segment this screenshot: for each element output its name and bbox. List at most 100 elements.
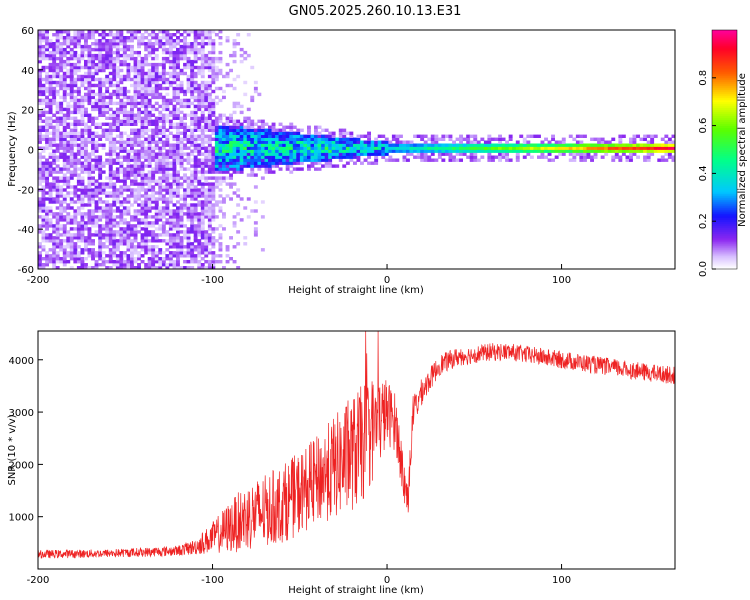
heatmap-cell	[94, 98, 99, 103]
heatmap-cell	[108, 146, 113, 150]
heatmap-cell	[222, 266, 226, 270]
colorbar-gradient	[712, 30, 737, 270]
heatmap-cell	[115, 39, 120, 43]
heatmap-cell	[66, 182, 71, 186]
heatmap-cell	[38, 83, 42, 88]
heatmap-cell	[108, 98, 113, 103]
heatmap-cell	[73, 233, 78, 237]
heatmap-cell	[643, 143, 647, 147]
heatmap-cell	[147, 152, 152, 156]
heatmap-cell	[115, 42, 120, 46]
heatmap-cell	[551, 158, 555, 162]
heatmap-cell	[232, 119, 237, 123]
heatmap-cell	[112, 185, 117, 189]
heatmap-cell	[430, 137, 435, 141]
heatmap-cell	[222, 113, 226, 117]
heatmap-cell	[618, 158, 623, 162]
heatmap-cell	[179, 143, 184, 147]
heatmap-cell	[469, 134, 474, 138]
heatmap-cell	[176, 200, 180, 204]
heatmap-cell	[98, 251, 103, 255]
heatmap-cell	[211, 185, 216, 189]
heatmap-cell	[183, 116, 187, 120]
heatmap-cell	[45, 56, 49, 61]
heatmap-cell	[151, 119, 156, 123]
heatmap-cell	[544, 143, 548, 147]
heatmap-cell	[108, 173, 113, 177]
heatmap-cell	[214, 128, 219, 132]
heatmap-cell	[59, 200, 64, 204]
heatmap-cell	[38, 215, 42, 219]
heatmap-cell	[636, 134, 640, 138]
heatmap-cell	[108, 62, 113, 67]
colorbar-step	[712, 179, 737, 182]
heatmap-cell	[108, 194, 113, 198]
heatmap-cell	[55, 110, 60, 115]
heatmap-cell	[62, 155, 67, 159]
heatmap-cell	[66, 131, 71, 135]
heatmap-cell	[200, 131, 205, 135]
heatmap-cell	[122, 36, 127, 40]
heatmap-cell	[45, 191, 49, 195]
heatmap-cell	[140, 212, 145, 216]
heatmap-cell	[137, 263, 141, 267]
heatmap-cell	[144, 30, 149, 34]
heatmap-cell	[222, 212, 226, 216]
heatmap-cell	[165, 221, 170, 225]
heatmap-cell	[55, 266, 60, 270]
heatmap-cell	[232, 137, 237, 141]
heatmap-cell	[73, 227, 78, 231]
heatmap-cell	[338, 149, 343, 153]
heatmap-cell	[38, 230, 42, 234]
heatmap-cell	[186, 62, 191, 67]
heatmap-cell	[236, 33, 241, 37]
heatmap-cell	[211, 101, 216, 106]
heatmap-cell	[388, 158, 393, 162]
heatmap-cell	[101, 36, 106, 40]
heatmap-cell	[140, 86, 145, 91]
heatmap-cell	[158, 125, 163, 129]
heatmap-cell	[154, 80, 159, 85]
heatmap-cell	[154, 260, 159, 264]
heatmap-cell	[218, 167, 223, 171]
heatmap-cell	[52, 42, 57, 46]
heatmap-cell	[122, 59, 127, 64]
heatmap-cell	[165, 104, 170, 109]
heatmap-cell	[101, 215, 106, 219]
heatmap-cell	[62, 146, 67, 150]
heatmap-cell	[239, 164, 244, 168]
heatmap-cell	[275, 149, 279, 153]
heatmap-cell	[646, 134, 651, 138]
heatmap-cell	[176, 161, 180, 165]
heatmap-cell	[264, 128, 269, 132]
heatmap-cell	[66, 167, 71, 171]
heatmap-cell	[76, 56, 81, 61]
colorbar-step	[712, 127, 737, 131]
heatmap-cell	[253, 152, 258, 156]
heatmap-cell	[52, 50, 57, 55]
heatmap-cell	[76, 233, 81, 237]
heatmap-cell	[420, 143, 425, 147]
heatmap-cell	[593, 155, 598, 159]
heatmap-cell	[38, 71, 42, 76]
colorbar-step	[712, 79, 737, 83]
heatmap-cell	[105, 200, 110, 204]
heatmap-cell	[395, 140, 400, 144]
heatmap-cell	[48, 143, 53, 147]
heatmap-cell	[473, 152, 478, 156]
heatmap-cell	[168, 263, 173, 267]
heatmap-cell	[112, 50, 117, 55]
heatmap-cell	[533, 143, 538, 147]
heatmap-cell	[84, 59, 88, 64]
heatmap-cell	[147, 203, 152, 207]
heatmap-cell	[59, 167, 64, 171]
heatmap-cell	[370, 152, 375, 156]
colorbar-step	[712, 241, 737, 244]
heatmap-cell	[144, 59, 149, 64]
heatmap-cell	[480, 155, 485, 159]
heatmap-cell	[140, 236, 145, 240]
heatmap-cell	[356, 152, 361, 156]
heatmap-cell	[91, 224, 95, 228]
heatmap-cell	[190, 47, 195, 52]
heatmap-cell	[207, 59, 212, 64]
